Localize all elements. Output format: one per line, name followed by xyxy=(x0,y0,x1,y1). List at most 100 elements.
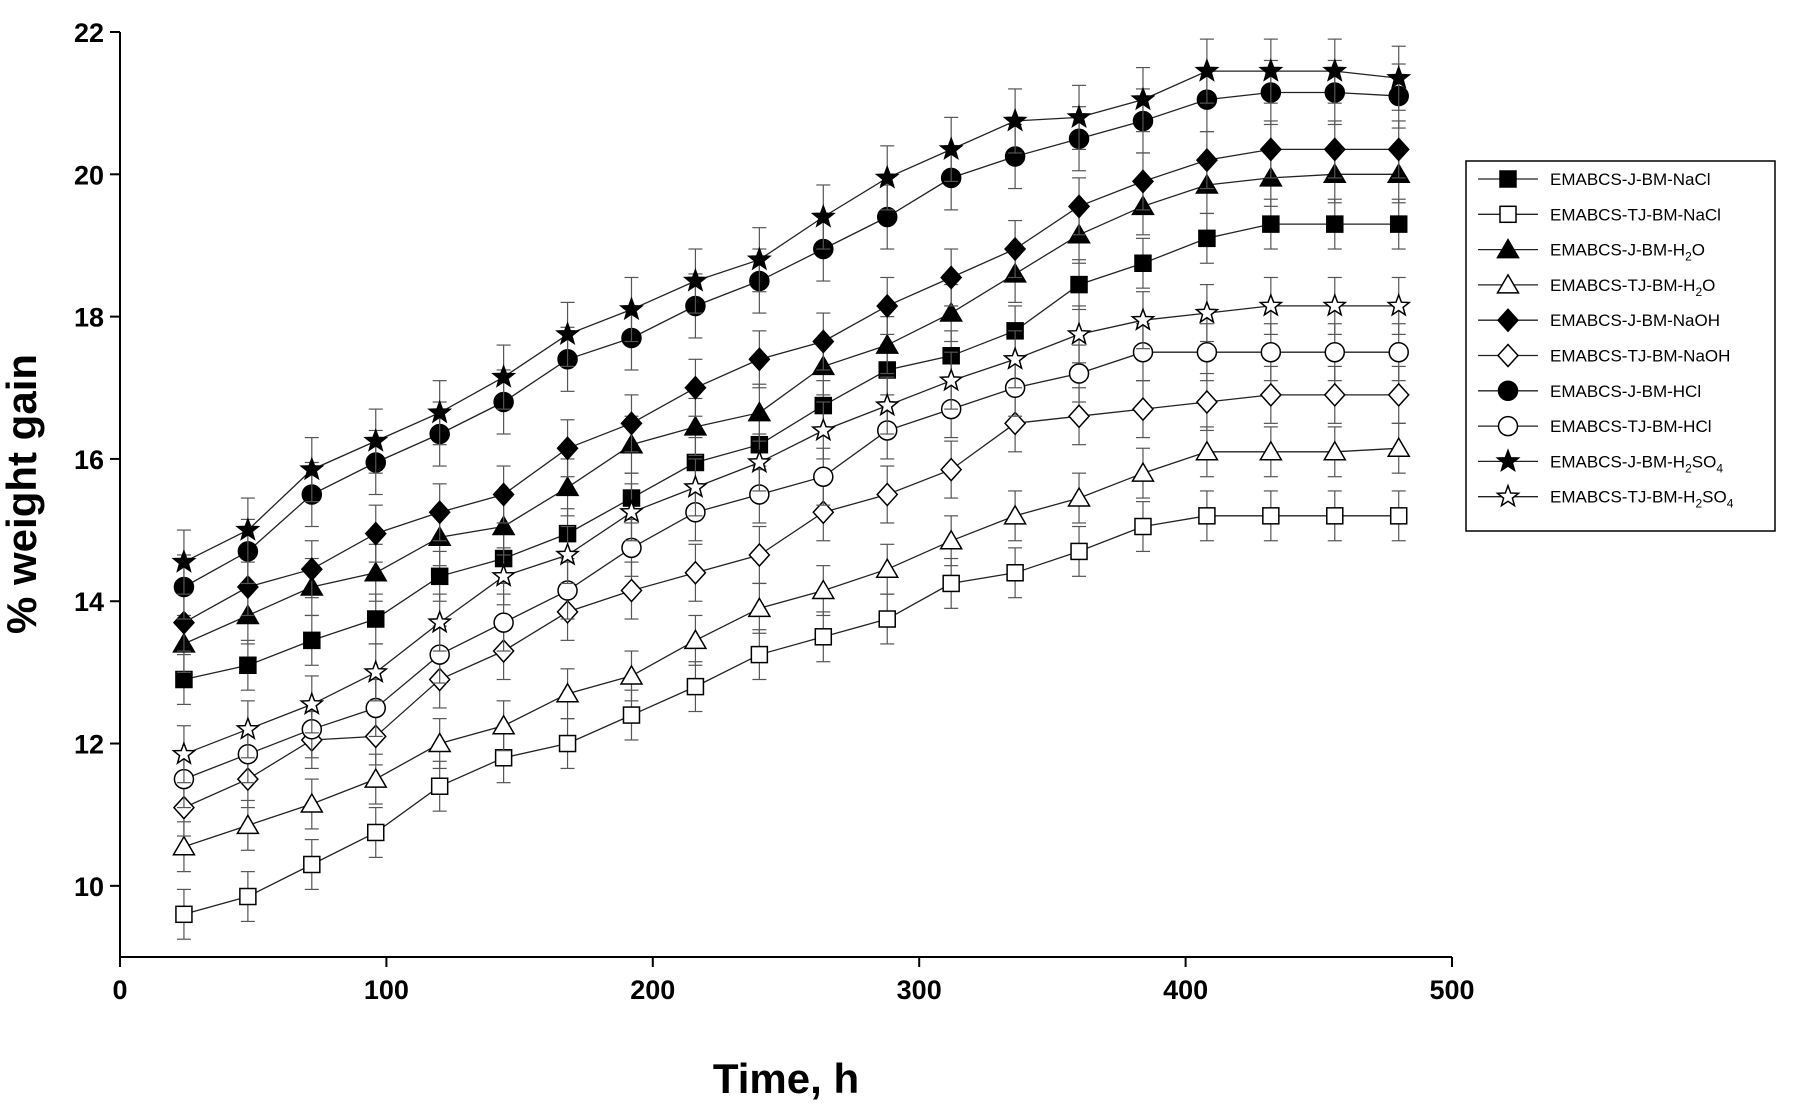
series-emabcs-tj-bm-nacl xyxy=(175,490,1408,940)
data-point xyxy=(1134,517,1152,536)
data-point xyxy=(686,677,705,696)
data-point xyxy=(939,529,963,550)
plot-area: 0 100 200 300 400 500 10 12 14 16 18 20 22 xyxy=(74,18,1475,1005)
legend-item: EMABCS-J-BM-H2O xyxy=(1478,238,1705,264)
series-line xyxy=(183,394,1399,809)
data-point xyxy=(1386,65,1412,89)
data-point xyxy=(555,682,580,703)
legend-item: EMABCS-J-BM-NaCl xyxy=(1478,170,1711,189)
data-point xyxy=(1196,341,1218,363)
data-point xyxy=(427,732,452,753)
data-point xyxy=(1067,486,1091,507)
x-ticks: 0 100 200 300 400 500 xyxy=(112,957,1475,1005)
data-point xyxy=(874,164,900,189)
data-point xyxy=(878,610,896,628)
data-points xyxy=(171,292,1412,765)
data-points xyxy=(171,57,1412,573)
x-tick-label: 500 xyxy=(1429,975,1474,1005)
series-emabcs-tj-bm-naoh xyxy=(172,365,1410,837)
data-point xyxy=(492,482,515,507)
data-point xyxy=(875,333,900,354)
series-emabcs-tj-bm-h2o xyxy=(172,422,1411,873)
data-point xyxy=(682,474,708,499)
data-point xyxy=(620,411,643,436)
data-point xyxy=(430,567,449,586)
data-point xyxy=(300,792,324,813)
data-point xyxy=(175,670,193,689)
data-point xyxy=(303,855,321,874)
data-point xyxy=(748,542,771,568)
data-point xyxy=(942,574,960,593)
data-point xyxy=(1322,57,1348,82)
data-point xyxy=(491,363,517,388)
data-point xyxy=(1322,440,1347,461)
series-layer xyxy=(171,38,1412,940)
data-point xyxy=(239,656,257,675)
data-point xyxy=(363,561,388,582)
error-bars xyxy=(176,276,1406,784)
data-point xyxy=(1068,194,1091,219)
data-point xyxy=(558,734,577,753)
series-line xyxy=(183,447,1399,848)
y-tick-label: 10 xyxy=(74,872,104,902)
data-points xyxy=(173,82,1409,598)
data-point xyxy=(1068,404,1091,429)
data-point xyxy=(1006,564,1024,582)
legend-items: EMABCS-J-BM-NaCl EMABCS-TJ-BM-NaCl EMABCS-… xyxy=(1478,170,1734,511)
data-point xyxy=(938,136,964,161)
data-point xyxy=(1198,507,1216,525)
series-line xyxy=(183,223,1399,681)
data-point xyxy=(171,548,197,573)
data-point xyxy=(748,347,771,372)
data-point xyxy=(1066,321,1092,346)
data-point xyxy=(1131,461,1155,482)
data-points xyxy=(172,436,1411,856)
data-point xyxy=(618,296,644,321)
series-line xyxy=(183,173,1399,645)
data-points xyxy=(173,341,1409,790)
data-point xyxy=(427,399,453,424)
data-point xyxy=(236,813,260,835)
series-emabcs-j-bm-h2so4 xyxy=(171,38,1412,595)
legend: EMABCS-J-BM-NaCl EMABCS-TJ-BM-NaCl EMABCS-… xyxy=(1465,160,1776,532)
legend-label: EMABCS-J-BM-NaOH xyxy=(1550,311,1720,330)
legend-item: EMABCS-J-BM-HCl xyxy=(1478,380,1701,402)
data-point xyxy=(1195,147,1218,173)
data-point xyxy=(491,563,517,587)
error-bars xyxy=(176,59,1406,620)
x-axis-title: Time, h xyxy=(713,1055,859,1102)
legend-marker xyxy=(1496,308,1520,333)
data-point xyxy=(235,716,261,740)
legend-item: EMABCS-J-BM-NaOH xyxy=(1478,308,1720,333)
data-point xyxy=(1324,341,1346,363)
series-emabcs-j-bm-hcl xyxy=(173,59,1409,620)
data-point xyxy=(940,457,963,482)
y-ticks: 10 12 14 16 18 20 22 xyxy=(74,18,120,902)
data-point xyxy=(618,499,644,523)
data-point xyxy=(1194,299,1220,324)
data-point xyxy=(555,541,581,566)
data-point xyxy=(1195,389,1218,415)
data-point xyxy=(1387,382,1410,407)
data-point xyxy=(812,500,835,525)
data-point xyxy=(1195,440,1219,461)
data-points xyxy=(172,137,1410,635)
legend-item: EMABCS-TJ-BM-H2O xyxy=(1478,273,1715,299)
legend-label: EMABCS-TJ-BM-H2SO4 xyxy=(1550,488,1734,511)
data-point xyxy=(619,664,644,685)
x-tick-label: 0 xyxy=(112,975,127,1005)
legend-label: EMABCS-J-BM-NaCl xyxy=(1550,170,1711,189)
legend-label: EMABCS-J-BM-H2O xyxy=(1550,241,1705,264)
legend-marker xyxy=(1497,415,1519,437)
data-point xyxy=(683,415,708,436)
data-point xyxy=(683,628,708,650)
data-point xyxy=(1134,254,1152,272)
data-point xyxy=(876,482,899,507)
legend-item: EMABCS-TJ-BM-NaOH xyxy=(1478,343,1730,368)
data-point xyxy=(1386,292,1412,317)
legend-marker xyxy=(1496,238,1520,259)
data-point xyxy=(239,887,257,906)
y-tick-label: 14 xyxy=(74,587,104,617)
data-point xyxy=(1066,104,1092,129)
data-point xyxy=(813,466,834,487)
